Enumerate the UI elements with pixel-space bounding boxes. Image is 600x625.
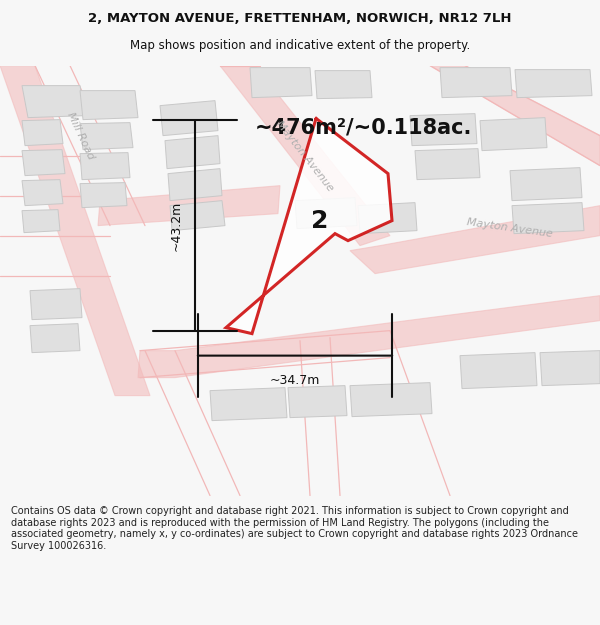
Polygon shape (315, 71, 372, 99)
Polygon shape (480, 118, 547, 151)
Polygon shape (138, 296, 600, 378)
Polygon shape (170, 201, 225, 231)
Polygon shape (22, 209, 60, 232)
Polygon shape (22, 149, 65, 176)
Text: Contains OS data © Crown copyright and database right 2021. This information is : Contains OS data © Crown copyright and d… (11, 506, 578, 551)
Polygon shape (350, 206, 600, 274)
Text: Mayton Avenue: Mayton Avenue (466, 217, 554, 239)
Polygon shape (350, 382, 432, 417)
Polygon shape (165, 136, 220, 169)
Polygon shape (160, 101, 218, 136)
Text: Map shows position and indicative extent of the property.: Map shows position and indicative extent… (130, 39, 470, 51)
Text: Mill Road: Mill Road (65, 111, 95, 161)
Polygon shape (80, 122, 133, 149)
Polygon shape (220, 66, 390, 246)
Polygon shape (460, 352, 537, 389)
Polygon shape (30, 324, 80, 352)
Polygon shape (295, 198, 357, 229)
Text: ~43.2m: ~43.2m (170, 201, 183, 251)
Polygon shape (250, 68, 312, 98)
Text: 2: 2 (311, 209, 329, 232)
Polygon shape (540, 351, 600, 386)
Polygon shape (440, 68, 512, 98)
Polygon shape (515, 69, 592, 98)
Text: ~34.7m: ~34.7m (270, 374, 320, 387)
Polygon shape (30, 289, 82, 319)
Text: ~476m²/~0.118ac.: ~476m²/~0.118ac. (255, 118, 472, 138)
Polygon shape (430, 66, 600, 166)
Polygon shape (98, 186, 280, 226)
Polygon shape (358, 202, 417, 234)
Text: 2, MAYTON AVENUE, FRETTENHAM, NORWICH, NR12 7LH: 2, MAYTON AVENUE, FRETTENHAM, NORWICH, N… (88, 12, 512, 25)
Polygon shape (80, 91, 138, 119)
Polygon shape (80, 182, 127, 208)
Polygon shape (0, 66, 150, 396)
Polygon shape (512, 202, 584, 234)
Polygon shape (288, 386, 347, 418)
Polygon shape (226, 118, 392, 334)
Polygon shape (22, 119, 63, 146)
Polygon shape (410, 114, 477, 146)
Polygon shape (22, 86, 85, 118)
Polygon shape (415, 149, 480, 179)
Polygon shape (80, 152, 130, 179)
Polygon shape (168, 169, 222, 201)
Polygon shape (210, 388, 287, 421)
Text: Mayton Avenue: Mayton Avenue (274, 118, 335, 193)
Polygon shape (22, 179, 63, 206)
Polygon shape (510, 168, 582, 201)
